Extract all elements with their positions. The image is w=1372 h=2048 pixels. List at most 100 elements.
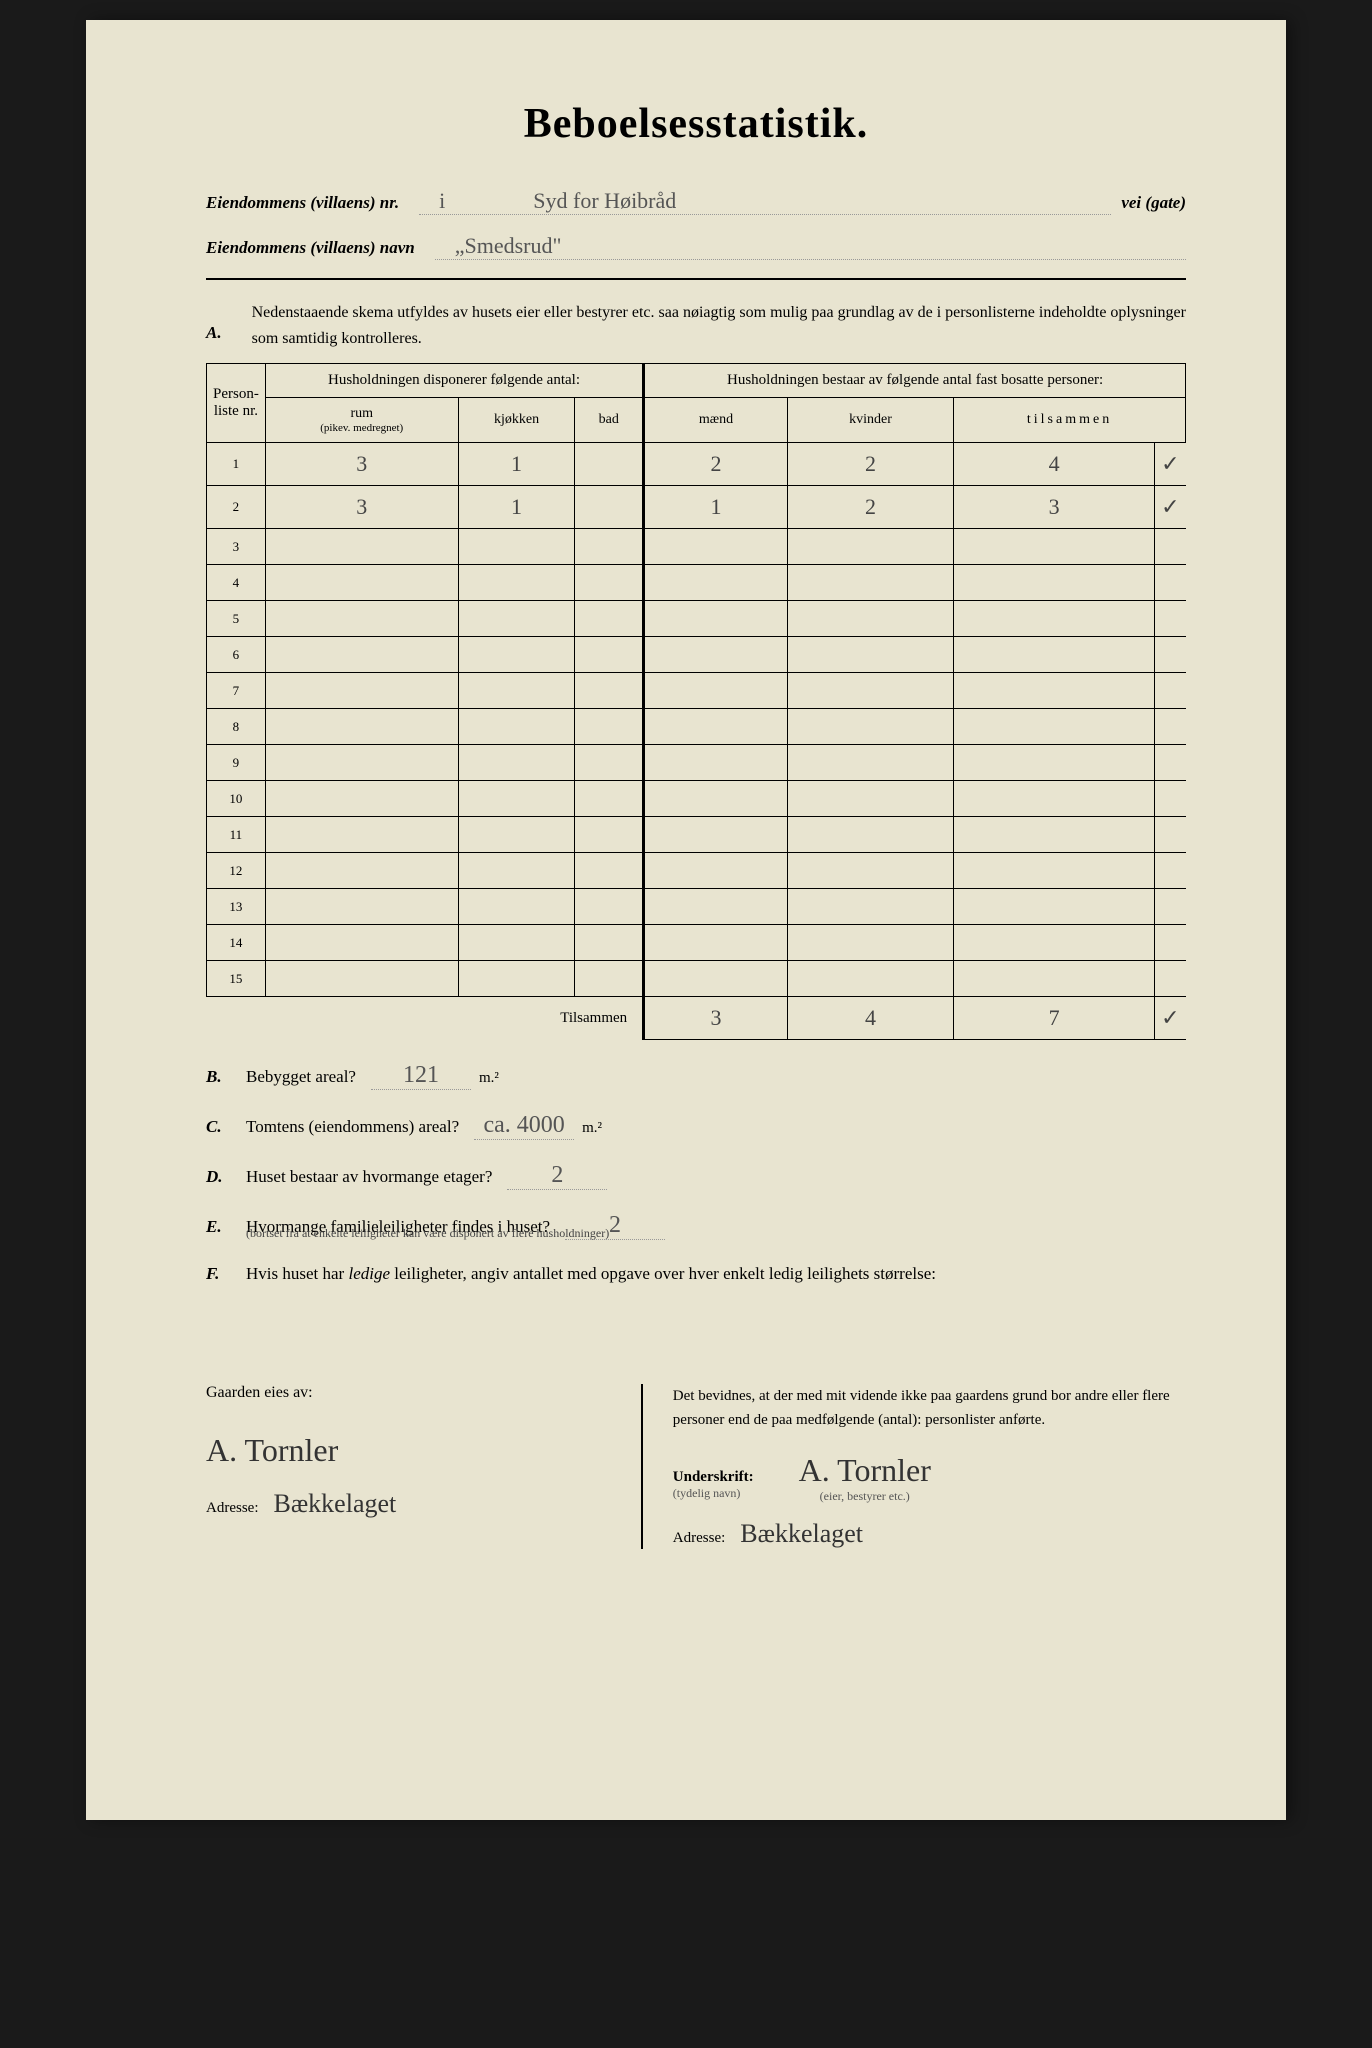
cell-rum [265,637,458,673]
row-number: 4 [207,565,266,601]
cell-kjokken [458,817,575,853]
cell-bad [575,709,644,745]
footer-right: Det bevidnes, at der med mit vidende ikk… [641,1384,1186,1549]
row-number: 11 [207,817,266,853]
cell-check [1155,781,1186,817]
cell-maend [644,709,788,745]
col-tilsammen: tilsammen [954,398,1186,443]
cell-rum [265,709,458,745]
property-name-value: „Smedsrud" [435,233,1186,260]
table-row: 3 [207,529,1186,565]
cell-check [1155,853,1186,889]
cell-check [1155,601,1186,637]
cell-bad [575,673,644,709]
cell-bad [575,961,644,997]
cell-kjokken [458,709,575,745]
table-body: 1 3 1 2 2 4 ✓ 2 3 1 1 2 3 ✓ 3 4 5 [207,443,1186,997]
total-check: ✓ [1155,997,1186,1040]
cell-bad [575,637,644,673]
signature-sublabel: (tydelig navn) [673,1486,769,1501]
row-number: 8 [207,709,266,745]
question-d: D. Huset bestaar av hvormange etager? 2 [206,1162,1186,1190]
household-table: Person-liste nr. Husholdningen disponere… [206,363,1186,1040]
col-bad: bad [575,398,644,443]
cell-maend [644,601,788,637]
cell-check [1155,925,1186,961]
signature-label: Underskrift: [673,1469,754,1486]
cell-bad [575,889,644,925]
cell-rum [265,565,458,601]
cell-kjokken [458,745,575,781]
cell-check [1155,745,1186,781]
cell-kjokken [458,889,575,925]
cell-kjokken [458,961,575,997]
table-row: 8 [207,709,1186,745]
cell-tilsammen [954,925,1155,961]
q-f-text: Hvis huset har ledige leiligheter, angiv… [246,1264,936,1284]
q-c-value: ca. 4000 [474,1112,574,1140]
section-a-letter: A. [206,323,222,351]
cell-tilsammen: 3 [954,486,1155,529]
cell-kvinder: 2 [787,486,953,529]
cell-check: ✓ [1155,486,1186,529]
cell-check [1155,565,1186,601]
cell-rum [265,817,458,853]
footer-left: Gaarden eies av: A. Tornler Adresse: Bæk… [206,1384,601,1549]
q-f-letter: F. [206,1264,246,1284]
document-page: Beboelsesstatistik. Eiendommens (villaen… [86,20,1286,1820]
row-number: 5 [207,601,266,637]
row-number: 9 [207,745,266,781]
q-b-value: 121 [371,1062,471,1090]
col-personliste: Person-liste nr. [207,364,266,443]
table-row: 6 [207,637,1186,673]
right-address-row: Adresse: Bækkelaget [673,1519,1186,1549]
section-a-text: Nedenstaaende skema utfyldes av husets e… [252,300,1186,351]
table-row: 14 [207,925,1186,961]
cell-check [1155,817,1186,853]
row-number: 6 [207,637,266,673]
cell-maend [644,889,788,925]
q-d-letter: D. [206,1167,246,1187]
cell-rum [265,853,458,889]
table-row: 11 [207,817,1186,853]
cell-tilsammen [954,637,1155,673]
left-address-row: Adresse: Bækkelaget [206,1489,601,1519]
right-address: Bækkelaget [740,1519,863,1549]
table-row: 13 [207,889,1186,925]
cell-kjokken [458,853,575,889]
cell-rum [265,601,458,637]
cell-kjokken [458,637,575,673]
q-d-text: Huset bestaar av hvormange etager? [246,1167,492,1187]
cell-tilsammen [954,529,1155,565]
cell-maend [644,529,788,565]
cell-bad [575,853,644,889]
q-b-text: Bebygget areal? [246,1067,356,1087]
cell-check [1155,709,1186,745]
table-row: 15 [207,961,1186,997]
question-c: C. Tomtens (eiendommens) areal? ca. 4000… [206,1112,1186,1140]
cell-kvinder [787,637,953,673]
cell-kvinder [787,925,953,961]
col-kjokken: kjøkken [458,398,575,443]
q-c-letter: C. [206,1117,246,1137]
owner-signature: A. Tornler [206,1432,601,1469]
cell-kvinder [787,781,953,817]
cell-check [1155,889,1186,925]
page-title: Beboelsesstatistik. [206,100,1186,148]
cell-tilsammen [954,889,1155,925]
cell-kvinder [787,817,953,853]
cell-check [1155,529,1186,565]
cell-bad [575,601,644,637]
cell-kvinder [787,673,953,709]
cell-bad [575,781,644,817]
cell-kvinder [787,529,953,565]
cell-maend [644,781,788,817]
table-header-row-2: rum (pikev. medregnet) kjøkken bad mænd … [207,398,1186,443]
cell-check [1155,637,1186,673]
cell-rum [265,529,458,565]
cell-rum [265,781,458,817]
cell-maend: 1 [644,486,788,529]
cell-tilsammen [954,601,1155,637]
cell-bad [575,529,644,565]
cell-kjokken: 1 [458,486,575,529]
